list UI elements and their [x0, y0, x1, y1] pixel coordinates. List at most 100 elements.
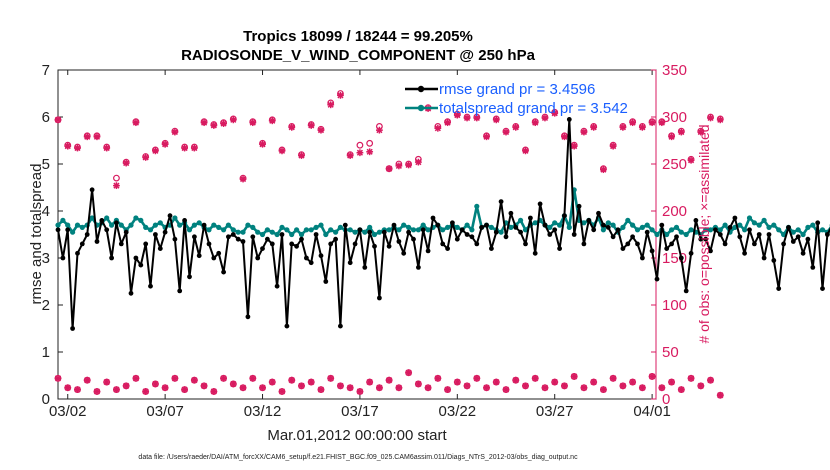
obs-stroke — [434, 125, 441, 132]
obs-assimilated-marker — [531, 119, 539, 127]
totalspread-point — [347, 227, 353, 233]
totalspread-point — [795, 227, 801, 233]
obs-assimilated-marker — [453, 111, 461, 119]
left-y-tick-label: 4 — [42, 203, 50, 220]
totalspread-point — [610, 222, 616, 228]
obs-assimilated-marker-low — [697, 382, 705, 390]
totalspread-point — [790, 229, 796, 235]
obs-stroke — [639, 384, 646, 391]
obs-stroke — [502, 128, 510, 136]
totalspread-point — [488, 224, 494, 230]
obs-stroke — [259, 384, 266, 391]
obs-stroke — [629, 119, 636, 126]
obs-stroke — [269, 378, 276, 386]
rmse-point — [89, 187, 95, 193]
totalspread-point — [552, 220, 558, 226]
totalspread-point — [118, 222, 124, 228]
totalspread-point — [235, 229, 241, 235]
totalspread-point — [445, 224, 451, 230]
rmse-point — [94, 239, 100, 244]
obs-stroke — [444, 119, 451, 126]
obs-assimilated-marker — [239, 175, 247, 183]
totalspread-point — [751, 220, 758, 226]
obs-assimilated-marker — [638, 123, 646, 131]
rmse-point — [532, 250, 538, 256]
totalspread-point — [581, 220, 587, 226]
totalspread-point — [703, 227, 709, 233]
obs-stroke — [425, 384, 432, 391]
obs-assimilated-marker-low — [74, 386, 81, 393]
rmse-point — [479, 225, 485, 230]
totalspread-point — [688, 227, 694, 233]
obs-assimilated-marker-low — [337, 382, 344, 390]
totalspread-point — [279, 224, 285, 230]
obs-stroke — [532, 375, 539, 382]
totalspread-point — [143, 224, 149, 230]
obs-stroke — [473, 375, 480, 382]
obs-stroke — [454, 112, 461, 119]
rmse-point — [766, 232, 772, 237]
obs-stroke — [444, 386, 451, 393]
obs-stroke — [434, 375, 441, 382]
rmse-point — [333, 236, 338, 242]
obs-stroke — [123, 382, 130, 389]
obs-stroke — [717, 116, 724, 123]
rmse-point — [752, 241, 757, 247]
obs-stroke — [84, 133, 91, 140]
obs-stroke — [93, 388, 101, 395]
obs-assimilated-marker-low — [249, 374, 257, 382]
totalspread-point — [707, 227, 714, 233]
totalspread-point — [810, 222, 816, 228]
obs-assimilated-marker — [463, 114, 471, 122]
obs-assimilated-marker — [337, 91, 344, 99]
obs-assimilated-marker — [142, 154, 150, 161]
obs-stroke — [376, 127, 383, 134]
totalspread-point — [742, 227, 748, 233]
obs-stroke — [181, 144, 188, 152]
obs-assimilated-marker-low — [317, 386, 325, 393]
obs-possible-marker — [113, 174, 120, 182]
obs-stroke — [132, 375, 139, 382]
obs-stroke — [571, 143, 578, 150]
rmse-point — [172, 236, 178, 242]
totalspread-point — [289, 231, 295, 238]
rmse-point — [571, 232, 577, 237]
totalspread-point — [683, 231, 689, 238]
rmse-point — [226, 234, 231, 240]
obs-assimilated-marker-low — [327, 374, 335, 382]
obs-stroke — [278, 147, 286, 154]
obs-stroke — [405, 161, 412, 169]
obs-stroke — [308, 378, 315, 386]
obs-assimilated-marker-low — [132, 374, 140, 382]
rmse-point — [279, 232, 285, 237]
rmse-point — [79, 241, 85, 247]
totalspread-point — [206, 227, 212, 233]
rmse-point — [815, 220, 821, 226]
obs-stroke — [171, 375, 178, 382]
obs-assimilated-marker-low — [473, 374, 481, 382]
x-axis-ticks: 03/02 03/07 03/12 03/17 03/22 03/27 04/01 — [49, 70, 671, 420]
x-tick-label: 03/12 — [244, 403, 282, 420]
obs-stroke — [463, 114, 471, 122]
obs-stroke — [493, 116, 500, 123]
rmse-point — [537, 201, 543, 207]
obs-stroke — [493, 378, 500, 386]
obs-assimilated-marker — [74, 144, 81, 152]
obs-assimilated-marker — [561, 133, 568, 141]
obs-stroke — [103, 378, 110, 386]
obs-stroke — [678, 386, 685, 393]
obs-stroke — [337, 382, 344, 389]
obs-stroke — [473, 114, 480, 122]
obs-stroke — [327, 375, 334, 382]
totalspread-point — [221, 227, 227, 233]
obs-assimilated-marker — [492, 116, 500, 124]
rmse-point — [304, 255, 309, 261]
rmse-point — [187, 274, 192, 280]
obs-assimilated-marker — [259, 140, 266, 148]
rmse-point — [820, 286, 825, 291]
rmse-point — [143, 241, 149, 247]
totalspread-point — [367, 224, 373, 230]
rmse-point — [693, 218, 699, 223]
x-tick-label: 03/22 — [439, 403, 477, 420]
rmse-point — [523, 241, 528, 247]
